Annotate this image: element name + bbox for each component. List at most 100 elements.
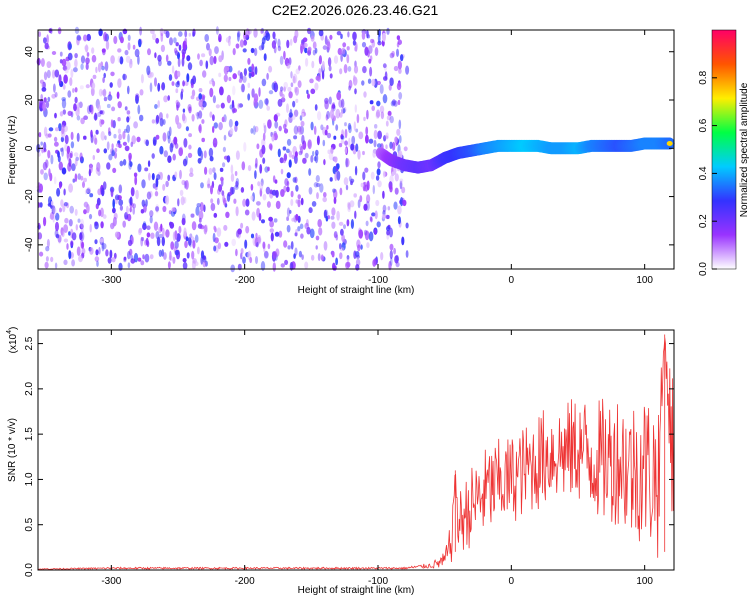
noise-cell xyxy=(322,196,328,203)
noise-cell xyxy=(280,263,285,268)
noise-cell xyxy=(288,150,292,158)
noise-cell xyxy=(175,81,180,88)
noise-cell xyxy=(162,205,167,213)
noise-cell xyxy=(304,222,310,230)
noise-cell xyxy=(151,119,156,124)
noise-cell xyxy=(237,103,240,109)
noise-cell xyxy=(129,196,133,206)
noise-cell xyxy=(223,197,227,206)
noise-cell xyxy=(88,213,93,220)
noise-cell xyxy=(327,149,331,155)
noise-cell xyxy=(91,47,95,54)
noise-cell xyxy=(79,223,84,230)
snr-series-line xyxy=(37,334,675,571)
noise-cell xyxy=(59,51,63,57)
noise-cell xyxy=(62,84,66,90)
noise-cell xyxy=(341,242,346,251)
noise-cell xyxy=(188,144,192,150)
noise-cell xyxy=(301,134,305,145)
noise-cell xyxy=(155,134,160,140)
noise-cell xyxy=(145,199,148,207)
noise-cell xyxy=(71,163,76,172)
noise-cell xyxy=(41,146,44,154)
noise-cell xyxy=(221,116,225,123)
noise-cell xyxy=(250,47,255,54)
noise-cell xyxy=(222,146,226,153)
noise-cell xyxy=(334,156,338,163)
x-tick-label: 100 xyxy=(636,576,653,587)
colorbar-tick-label: 0.8 xyxy=(698,70,709,84)
noise-cell xyxy=(355,128,359,133)
noise-cell xyxy=(382,63,387,69)
noise-cell xyxy=(163,150,168,158)
noise-cell xyxy=(62,65,68,71)
noise-cell xyxy=(371,105,376,112)
noise-cell xyxy=(96,162,101,172)
noise-cell xyxy=(171,81,175,86)
noise-cell xyxy=(154,77,157,87)
noise-cell xyxy=(234,120,239,127)
noise-cell xyxy=(228,38,231,47)
noise-cell xyxy=(373,129,378,140)
noise-cell xyxy=(171,65,175,74)
noise-cell xyxy=(389,52,395,59)
noise-cell xyxy=(252,236,258,247)
noise-cell xyxy=(345,157,348,168)
noise-cell xyxy=(61,124,65,135)
noise-cell xyxy=(73,103,77,112)
noise-cell xyxy=(147,48,151,56)
noise-cell xyxy=(189,167,194,174)
noise-cell xyxy=(333,231,338,238)
noise-cell xyxy=(66,145,71,155)
noise-cell xyxy=(54,91,58,98)
noise-cell xyxy=(360,182,364,188)
noise-cell xyxy=(130,141,134,148)
noise-cell xyxy=(44,42,49,50)
noise-cell xyxy=(66,243,69,250)
noise-cell xyxy=(124,106,128,111)
noise-cell xyxy=(232,48,236,56)
noise-cell xyxy=(165,54,169,63)
noise-cell xyxy=(72,88,75,93)
noise-cell xyxy=(165,229,170,238)
noise-cell xyxy=(140,74,144,84)
noise-cell xyxy=(198,93,202,100)
noise-cell xyxy=(244,209,250,216)
noise-cell xyxy=(355,143,359,152)
noise-cell xyxy=(397,205,402,215)
noise-cell xyxy=(389,141,393,149)
noise-cell xyxy=(216,197,220,206)
noise-cell xyxy=(376,109,381,118)
noise-cell xyxy=(336,91,342,101)
noise-cell xyxy=(306,89,309,95)
noise-cell xyxy=(247,93,251,101)
snr-frame xyxy=(37,329,675,571)
noise-cell xyxy=(132,203,136,209)
noise-cell xyxy=(172,256,176,264)
noise-cell xyxy=(43,37,47,44)
noise-cell xyxy=(340,33,343,40)
noise-cell xyxy=(293,109,299,117)
noise-cell xyxy=(262,122,266,128)
noise-cell xyxy=(178,31,183,37)
noise-cell xyxy=(159,172,163,180)
noise-cell xyxy=(317,111,322,121)
noise-cell xyxy=(168,74,173,81)
noise-cell xyxy=(339,243,342,250)
noise-cell xyxy=(201,100,207,108)
noise-cell xyxy=(153,221,159,231)
noise-cell xyxy=(299,125,304,135)
noise-cell xyxy=(258,87,261,97)
colorbar-ticks: 0.0 0.2 0.4 0.6 0.8 xyxy=(698,70,717,276)
noise-cell xyxy=(318,227,323,236)
noise-cell xyxy=(182,115,187,124)
noise-cell xyxy=(333,196,337,205)
noise-cell xyxy=(230,264,235,273)
noise-cell xyxy=(334,171,338,182)
noise-cell xyxy=(191,250,195,260)
noise-cell xyxy=(175,42,179,47)
noise-cell xyxy=(396,48,399,57)
noise-cell xyxy=(312,49,316,56)
noise-cell xyxy=(217,242,222,250)
noise-cell xyxy=(261,219,265,224)
